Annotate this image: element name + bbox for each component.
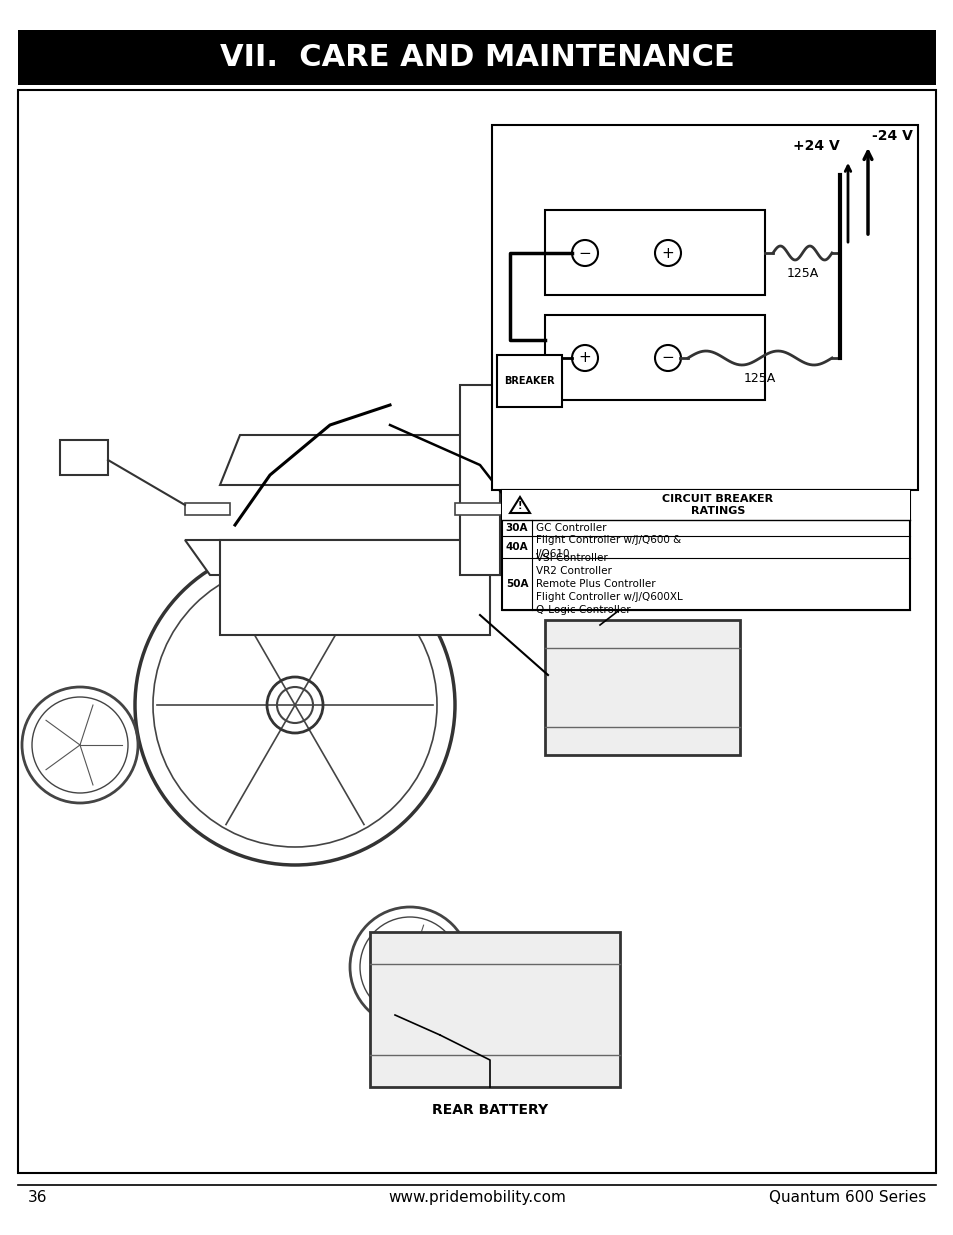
Text: GC Controller: GC Controller <box>536 522 606 534</box>
Text: VSI Controller
VR2 Controller
Remote Plus Controller
Flight Controller w/J/Q600X: VSI Controller VR2 Controller Remote Plu… <box>536 552 682 615</box>
Bar <box>544 315 764 400</box>
Bar <box>18 90 935 1173</box>
Text: +: + <box>578 351 591 366</box>
Bar <box>501 490 909 520</box>
Text: BATTERY WIRING DIAGRAM LABEL: BATTERY WIRING DIAGRAM LABEL <box>572 500 837 514</box>
Text: 30A: 30A <box>505 522 528 534</box>
Bar <box>497 354 561 408</box>
Bar <box>492 125 917 490</box>
Text: −: − <box>578 246 591 261</box>
Text: 125A: 125A <box>743 372 776 385</box>
Text: 50A: 50A <box>505 579 528 589</box>
Text: +24 V: +24 V <box>792 140 840 153</box>
Text: VII.  CARE AND MAINTENANCE: VII. CARE AND MAINTENANCE <box>219 43 734 72</box>
Text: 36: 36 <box>28 1191 48 1205</box>
Text: www.pridemobility.com: www.pridemobility.com <box>388 1191 565 1205</box>
Text: CIRCUIT BREAKER
RATINGS: CIRCUIT BREAKER RATINGS <box>661 494 773 516</box>
Bar <box>455 503 504 515</box>
Text: BREAKER: BREAKER <box>503 375 555 387</box>
Bar <box>544 210 764 295</box>
Bar <box>370 932 619 1087</box>
Text: !: ! <box>517 501 521 511</box>
Text: +: + <box>661 246 674 261</box>
Text: FRONT BATTERY: FRONT BATTERY <box>638 588 765 601</box>
Polygon shape <box>220 540 490 635</box>
Bar <box>60 440 108 475</box>
Text: Flight Controller w/J/Q600 &
J/Q610: Flight Controller w/J/Q600 & J/Q610 <box>536 536 680 558</box>
Text: -24 V: -24 V <box>871 128 912 143</box>
Bar <box>501 490 909 610</box>
Bar <box>544 620 740 755</box>
Bar <box>185 503 230 515</box>
Text: REAR BATTERY: REAR BATTERY <box>432 1103 547 1116</box>
Polygon shape <box>459 385 499 576</box>
Text: 125A: 125A <box>785 267 818 280</box>
Polygon shape <box>185 540 499 576</box>
Bar <box>18 30 935 85</box>
Text: 40A: 40A <box>505 542 528 552</box>
Text: Quantum 600 Series: Quantum 600 Series <box>768 1191 925 1205</box>
Text: −: − <box>661 351 674 366</box>
Polygon shape <box>220 435 490 485</box>
